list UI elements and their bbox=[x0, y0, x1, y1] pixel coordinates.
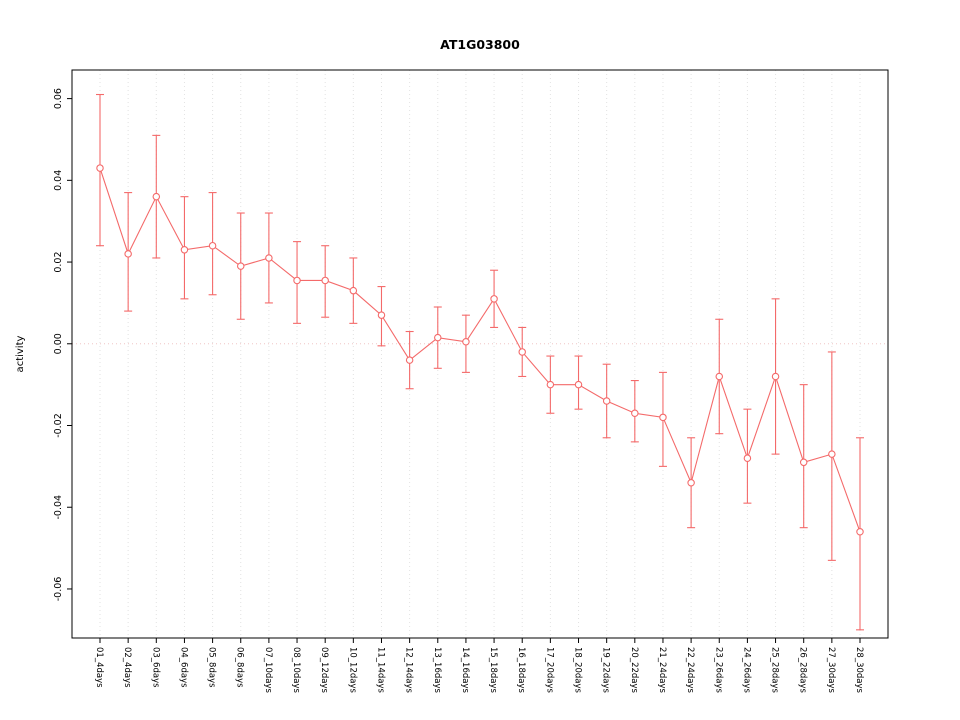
y-tick-label: -0.02 bbox=[53, 413, 64, 438]
x-tick-label: 19_22days bbox=[601, 647, 611, 694]
x-tick-label: 07_10days bbox=[263, 647, 273, 694]
x-tick-label: 21_24days bbox=[657, 647, 667, 694]
y-tick-label: 0.06 bbox=[53, 88, 64, 109]
x-tick-label: 11_14days bbox=[375, 647, 385, 694]
data-point bbox=[152, 192, 161, 201]
data-point bbox=[377, 311, 386, 319]
x-tick-label: 18_20days bbox=[573, 647, 583, 694]
x-tick-label: 10_12days bbox=[347, 647, 357, 694]
data-point bbox=[490, 295, 498, 303]
data-point bbox=[687, 478, 695, 487]
x-tick-label: 28_30days bbox=[854, 647, 864, 694]
chart-title: AT1G03800 bbox=[440, 37, 520, 52]
y-tick-label: 0.04 bbox=[53, 170, 64, 191]
x-tick-label: 24_26days bbox=[741, 647, 751, 694]
series-line bbox=[99, 167, 861, 532]
x-tick-label: 20_22days bbox=[629, 647, 639, 694]
data-point bbox=[715, 372, 724, 381]
data-point bbox=[602, 397, 611, 405]
x-tick-label: 26_28days bbox=[798, 647, 808, 694]
x-tick-label: 05_8days bbox=[207, 647, 217, 688]
x-tick-label: 12_14days bbox=[404, 647, 414, 694]
data-point bbox=[828, 450, 836, 458]
x-tick-label: 09_12days bbox=[319, 647, 329, 694]
y-tick-label: 0.02 bbox=[53, 251, 64, 272]
x-tick-label: 14_16days bbox=[460, 647, 470, 694]
x-tick-label: 23_26days bbox=[713, 647, 723, 694]
x-tick-label: 03_6days bbox=[150, 647, 160, 688]
data-point bbox=[236, 262, 245, 270]
data-point bbox=[124, 250, 132, 258]
data-point bbox=[546, 380, 555, 389]
plot-box bbox=[71, 69, 889, 639]
data-point bbox=[659, 413, 667, 422]
data-point bbox=[405, 356, 414, 364]
x-tick-label: 25_28days bbox=[770, 647, 780, 694]
data-point bbox=[96, 164, 104, 172]
data-point bbox=[293, 276, 301, 285]
x-tick-label: 02_4days bbox=[122, 647, 132, 688]
data-point bbox=[518, 348, 526, 356]
y-axis-label: activity bbox=[15, 335, 26, 372]
data-point bbox=[462, 337, 470, 346]
x-tick-label: 13_16days bbox=[432, 647, 442, 694]
data-point bbox=[180, 246, 189, 254]
data-point bbox=[208, 241, 217, 250]
data-point bbox=[631, 409, 639, 418]
data-point bbox=[349, 286, 358, 295]
x-tick-label: 16_18days bbox=[516, 647, 526, 694]
data-point bbox=[856, 528, 864, 536]
x-tick-label: 22_24days bbox=[685, 647, 695, 694]
data-point bbox=[743, 454, 752, 462]
y-tick-label: -0.04 bbox=[53, 495, 64, 520]
data-point bbox=[771, 372, 780, 381]
data-point bbox=[265, 254, 273, 262]
data-point bbox=[434, 333, 442, 342]
y-tick-label: -0.06 bbox=[53, 577, 64, 602]
x-tick-label: 01_4days bbox=[94, 647, 104, 688]
data-point bbox=[321, 276, 329, 285]
data-point bbox=[574, 380, 583, 389]
x-tick-label: 15_18days bbox=[488, 647, 498, 694]
data-point bbox=[799, 458, 808, 467]
x-tick-label: 04_6days bbox=[178, 647, 188, 688]
y-tick-label: 0.00 bbox=[53, 333, 64, 354]
x-tick-label: 08_10days bbox=[291, 647, 301, 694]
x-tick-label: 06_8days bbox=[235, 647, 245, 688]
x-tick-label: 27_30days bbox=[826, 647, 836, 694]
x-tick-label: 17_20days bbox=[544, 647, 554, 694]
